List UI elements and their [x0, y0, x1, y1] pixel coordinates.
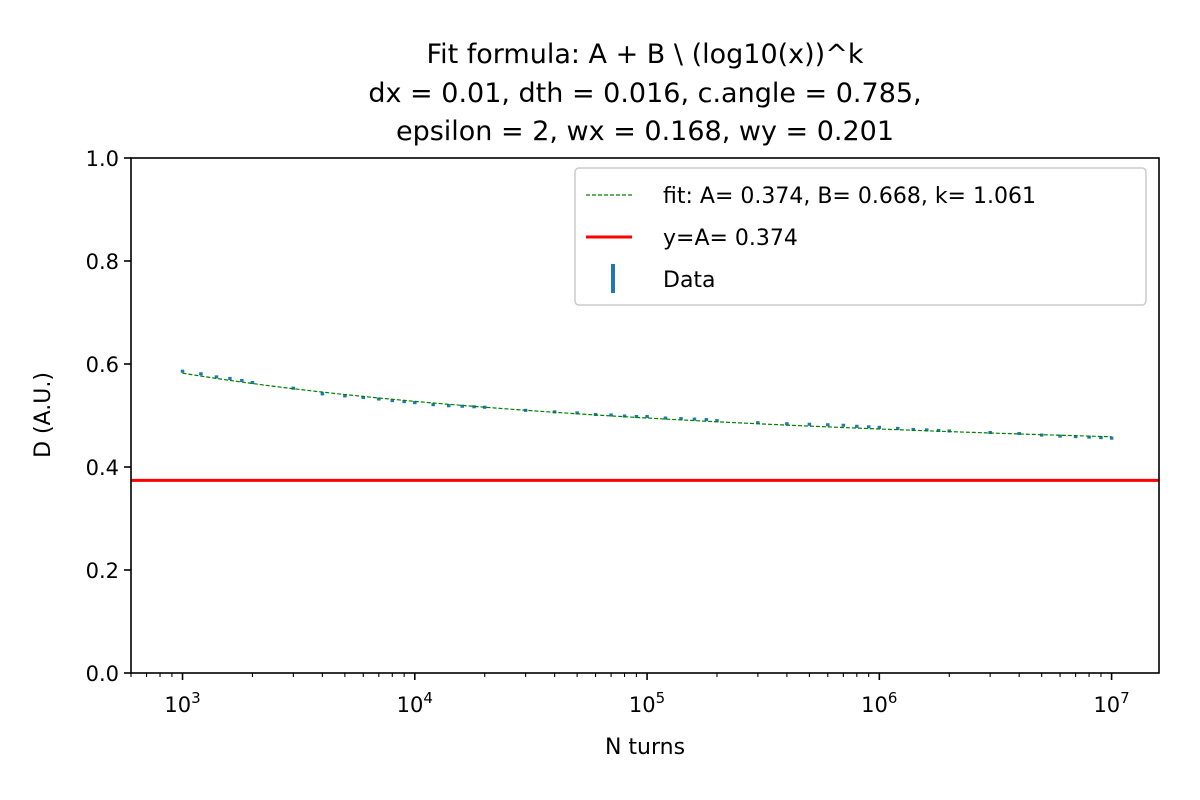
- y-axis-label: D (A.U.): [31, 372, 56, 458]
- chart-title: Fit formula: A + B \ (log10(x))^k dx = 0…: [368, 39, 921, 147]
- x-tick-base: 10: [397, 693, 424, 717]
- legend-data-label: Data: [663, 268, 716, 293]
- y-tick-label: 1.0: [86, 147, 119, 171]
- x-tick-label: 107: [1093, 689, 1129, 717]
- x-tick-label: 106: [861, 689, 897, 717]
- x-tick-label: 103: [164, 689, 200, 717]
- y-tick-label: 0.6: [86, 353, 119, 377]
- x-axis: 103 104 105 106 107: [130, 673, 1130, 717]
- x-tick-label: 104: [397, 689, 433, 717]
- x-tick-base: 10: [164, 693, 191, 717]
- legend-box: [574, 167, 1147, 306]
- legend-asymptote-label: y=A= 0.374: [663, 226, 798, 251]
- fit-curve: [182, 372, 1112, 438]
- y-tick-label: 0.4: [86, 456, 119, 480]
- title-line: Fit formula: A + B \ (log10(x))^k: [427, 39, 864, 70]
- y-tick-label: 0.0: [86, 662, 119, 686]
- x-tick-exponent: 5: [656, 689, 666, 707]
- x-tick-exponent: 7: [1120, 689, 1130, 707]
- x-tick-exponent: 3: [191, 689, 201, 707]
- title-line: dx = 0.01, dth = 0.016, c.angle = 0.785,: [368, 78, 921, 109]
- x-tick-exponent: 6: [888, 689, 898, 707]
- title-line: epsilon = 2, wx = 0.168, wy = 0.201: [396, 116, 894, 147]
- x-tick-exponent: 4: [423, 689, 433, 707]
- y-tick-label: 0.8: [86, 250, 119, 274]
- legend-fit-label: fit: A= 0.374, B= 0.668, k= 1.061: [663, 184, 1036, 209]
- legend: fit: A= 0.374, B= 0.668, k= 1.061 y=A= 0…: [574, 167, 1147, 306]
- x-tick-base: 10: [629, 693, 656, 717]
- x-tick-base: 10: [1093, 693, 1120, 717]
- y-tick-label: 0.2: [86, 559, 119, 583]
- plot-area: [131, 369, 1159, 482]
- x-axis-label: N turns: [605, 735, 685, 760]
- plot-frame: [130, 157, 1160, 674]
- x-tick-base: 10: [861, 693, 888, 717]
- x-tick-label: 105: [629, 689, 665, 717]
- y-axis: 0.0 0.2 0.4 0.6 0.8 1.0: [86, 147, 131, 686]
